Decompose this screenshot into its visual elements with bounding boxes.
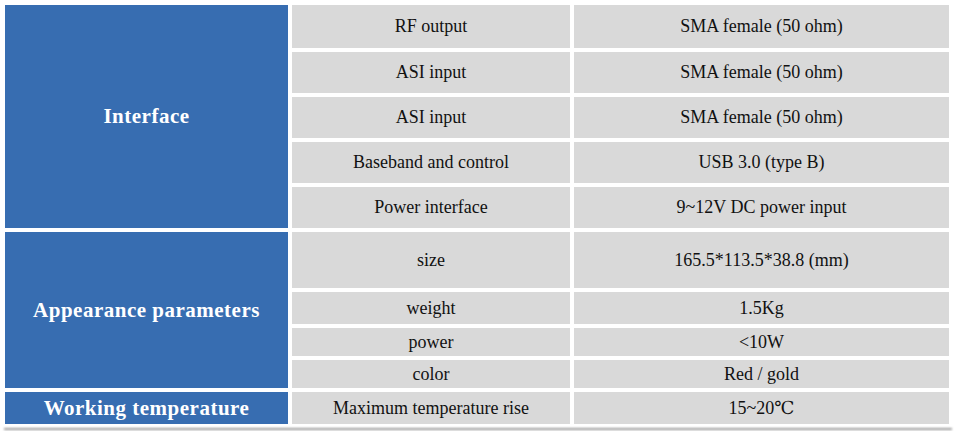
param-cell: color [292,360,570,388]
param-cell: Baseband and control [292,142,570,183]
param-cell: power [292,328,570,356]
table-row: Appearance parameters size 165.5*113.5*3… [5,232,949,288]
param-cell: ASI input [292,52,570,93]
bottom-shadow-line [4,428,952,430]
group-header-working-temperature: Working temperature [5,392,288,424]
param-cell: weight [292,292,570,324]
group-header-interface: Interface [5,5,288,228]
group-header-appearance: Appearance parameters [5,232,288,388]
value-cell: 15~20℃ [574,392,949,424]
spec-table: Interface RF output SMA female (50 ohm) … [1,1,953,428]
value-cell: 165.5*113.5*38.8 (mm) [574,232,949,288]
value-cell: SMA female (50 ohm) [574,5,949,48]
value-cell: 9~12V DC power input [574,187,949,228]
value-cell: <10W [574,328,949,356]
param-cell: Power interface [292,187,570,228]
param-cell: ASI input [292,97,570,138]
param-cell: RF output [292,5,570,48]
value-cell: SMA female (50 ohm) [574,52,949,93]
value-cell: USB 3.0 (type B) [574,142,949,183]
value-cell: SMA female (50 ohm) [574,97,949,138]
param-cell: Maximum temperature rise [292,392,570,424]
value-cell: 1.5Kg [574,292,949,324]
param-cell: size [292,232,570,288]
value-cell: Red / gold [574,360,949,388]
table-row: Working temperature Maximum temperature … [5,392,949,424]
table-row: Interface RF output SMA female (50 ohm) [5,5,949,48]
